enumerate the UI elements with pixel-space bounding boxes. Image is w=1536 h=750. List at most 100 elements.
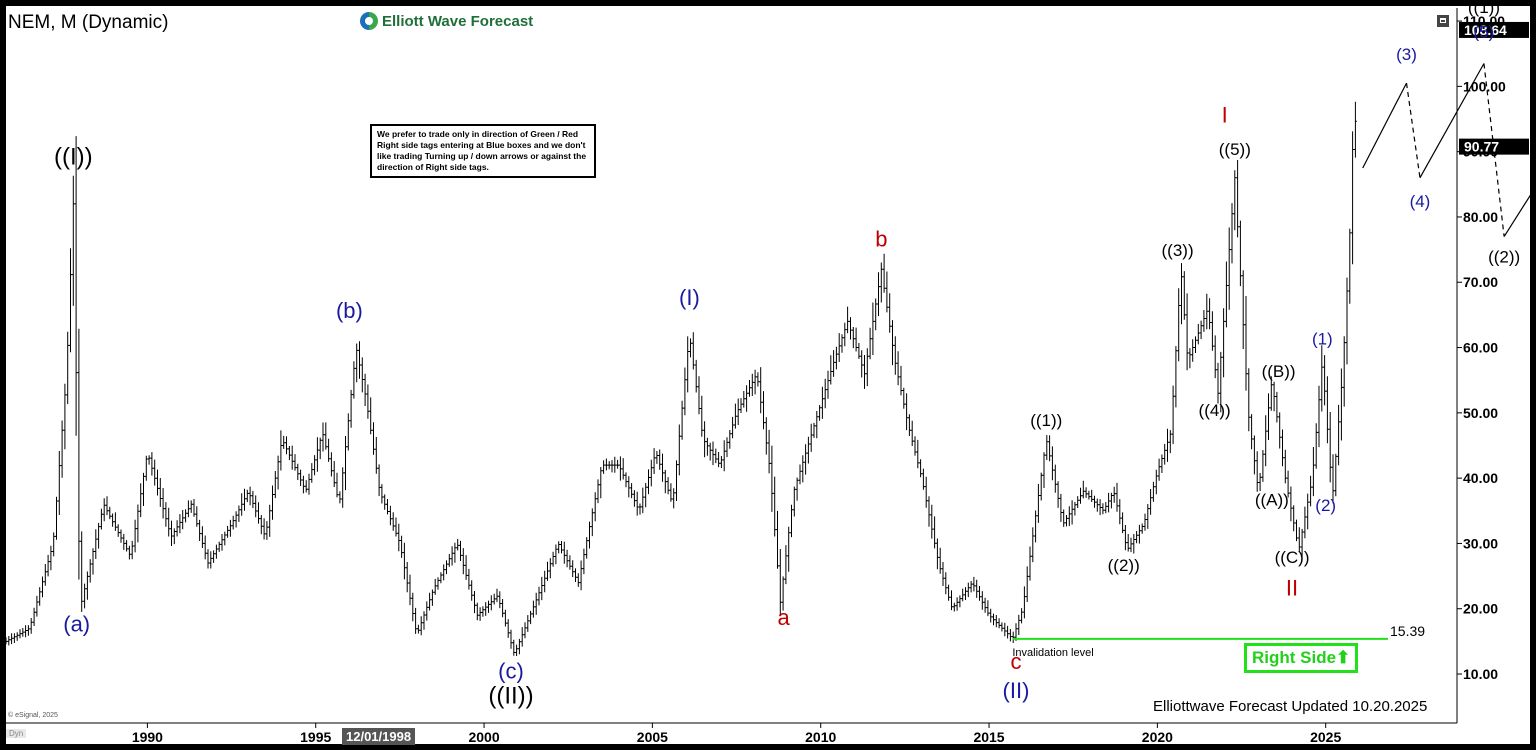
ohlc-bar <box>245 489 249 503</box>
ohlc-bar <box>787 526 791 572</box>
cursor-date-label: 12/01/1998 <box>342 728 416 745</box>
ohlc-bar <box>214 544 218 559</box>
ohlc-bar <box>809 423 813 452</box>
ohlc-bar <box>627 476 631 498</box>
ohlc-bar <box>113 512 117 531</box>
ohlc-bar <box>546 561 549 581</box>
ohlc-bar <box>907 414 911 436</box>
ohlc-bar <box>1289 486 1293 522</box>
right-side-tag: Right Side⬆ <box>1244 643 1359 673</box>
ohlc-bar <box>1031 527 1035 563</box>
ohlc-bar <box>338 491 342 504</box>
wave-label: ((5)) <box>1219 140 1251 159</box>
ohlc-bar <box>1090 489 1094 502</box>
ohlc-bar <box>663 469 667 494</box>
ohlc-bar <box>456 538 460 551</box>
ohlc-bar <box>318 437 322 460</box>
ohlc-bar <box>346 413 350 451</box>
ohlc-bar <box>1062 509 1066 527</box>
dyn-badge[interactable]: Dyn <box>6 729 27 738</box>
ohlc-bar <box>621 458 625 480</box>
ohlc-bar <box>74 136 78 436</box>
ohlc-bar <box>829 355 833 385</box>
ohlc-bar <box>980 591 984 610</box>
ohlc-bar <box>1241 270 1245 349</box>
ohlc-bar <box>739 398 743 413</box>
ohlc-bar <box>1247 368 1251 432</box>
ohlc-bar <box>537 586 541 606</box>
ohlc-bar <box>501 599 505 618</box>
ohlc-bar <box>610 460 614 473</box>
ohlc-bar <box>1126 534 1130 552</box>
ohlc-bar <box>1003 622 1007 637</box>
ohlc-bar <box>335 472 339 498</box>
ohlc-bar <box>1258 473 1262 491</box>
ohlc-bar <box>181 510 185 530</box>
ohlc-bar <box>961 588 965 602</box>
ohlc-bar <box>1166 428 1169 462</box>
ohlc-bar <box>820 386 824 419</box>
ohlc-bar <box>52 532 56 557</box>
ohlc-bar <box>360 357 364 393</box>
ohlc-bar <box>223 531 227 546</box>
ohlc-bar <box>543 570 547 593</box>
ohlc-bar <box>355 343 359 383</box>
ohlc-bar <box>1311 447 1315 497</box>
ohlc-bar <box>105 496 109 516</box>
ohlc-bar <box>445 560 448 575</box>
ohlc-bar <box>661 453 664 482</box>
ohlc-bar <box>60 420 64 478</box>
wave-label: ((1)) <box>1030 411 1062 430</box>
ohlc-bar <box>209 551 213 569</box>
ohlc-bar <box>116 524 120 537</box>
ohlc-bar <box>652 448 656 474</box>
ohlc-bar <box>523 622 527 639</box>
ohlc-bar <box>680 400 684 440</box>
ohlc-bar <box>638 503 642 515</box>
ohlc-bar <box>1067 506 1071 527</box>
ohlc-bar <box>795 477 799 501</box>
ohlc-bar <box>579 560 583 591</box>
ohlc-bar <box>1174 346 1178 408</box>
ohlc-bar <box>29 618 33 634</box>
wave-label: (I) <box>679 285 700 310</box>
ohlc-bar <box>512 639 516 656</box>
ohlc-bar <box>310 463 314 483</box>
ohlc-bar <box>933 516 937 549</box>
ohlc-bar <box>677 424 681 476</box>
ohlc-bar <box>784 545 788 585</box>
y-tick-label: 40.00 <box>1463 470 1498 486</box>
ohlc-bar <box>1149 489 1153 515</box>
ohlc-bar <box>792 486 796 517</box>
ohlc-bar <box>986 600 990 617</box>
ohlc-bar <box>616 459 620 469</box>
invalidation-label: Invalidation level <box>1012 647 1093 659</box>
ohlc-bar <box>161 488 165 519</box>
ohlc-bar <box>1034 510 1038 543</box>
ohlc-bar <box>282 435 286 449</box>
ohlc-bar <box>1151 481 1155 502</box>
ohlc-bar <box>1196 323 1200 345</box>
wave-label: (4) <box>1410 192 1431 211</box>
ohlc-bar <box>453 542 457 563</box>
ohlc-bar <box>1255 451 1259 492</box>
x-tick-label: 2025 <box>1310 729 1341 745</box>
projection-segment <box>1405 83 1421 178</box>
ohlc-bar <box>414 607 418 634</box>
ohlc-bar <box>433 578 437 595</box>
ohlc-bar <box>517 638 521 655</box>
ohlc-bar <box>1163 443 1167 465</box>
maximize-icon[interactable] <box>1437 15 1449 27</box>
ohlc-bar <box>851 327 855 349</box>
ohlc-bar <box>748 380 751 397</box>
ohlc-bar <box>767 429 771 474</box>
ohlc-bar <box>1000 622 1004 632</box>
ohlc-bar <box>1171 385 1175 445</box>
ohlc-bar <box>1084 487 1088 498</box>
ohlc-bar <box>411 592 415 622</box>
ohlc-bar <box>1250 414 1254 450</box>
ohlc-bar <box>307 473 311 495</box>
ohlc-bar <box>952 602 956 612</box>
ohlc-bar <box>834 346 838 370</box>
